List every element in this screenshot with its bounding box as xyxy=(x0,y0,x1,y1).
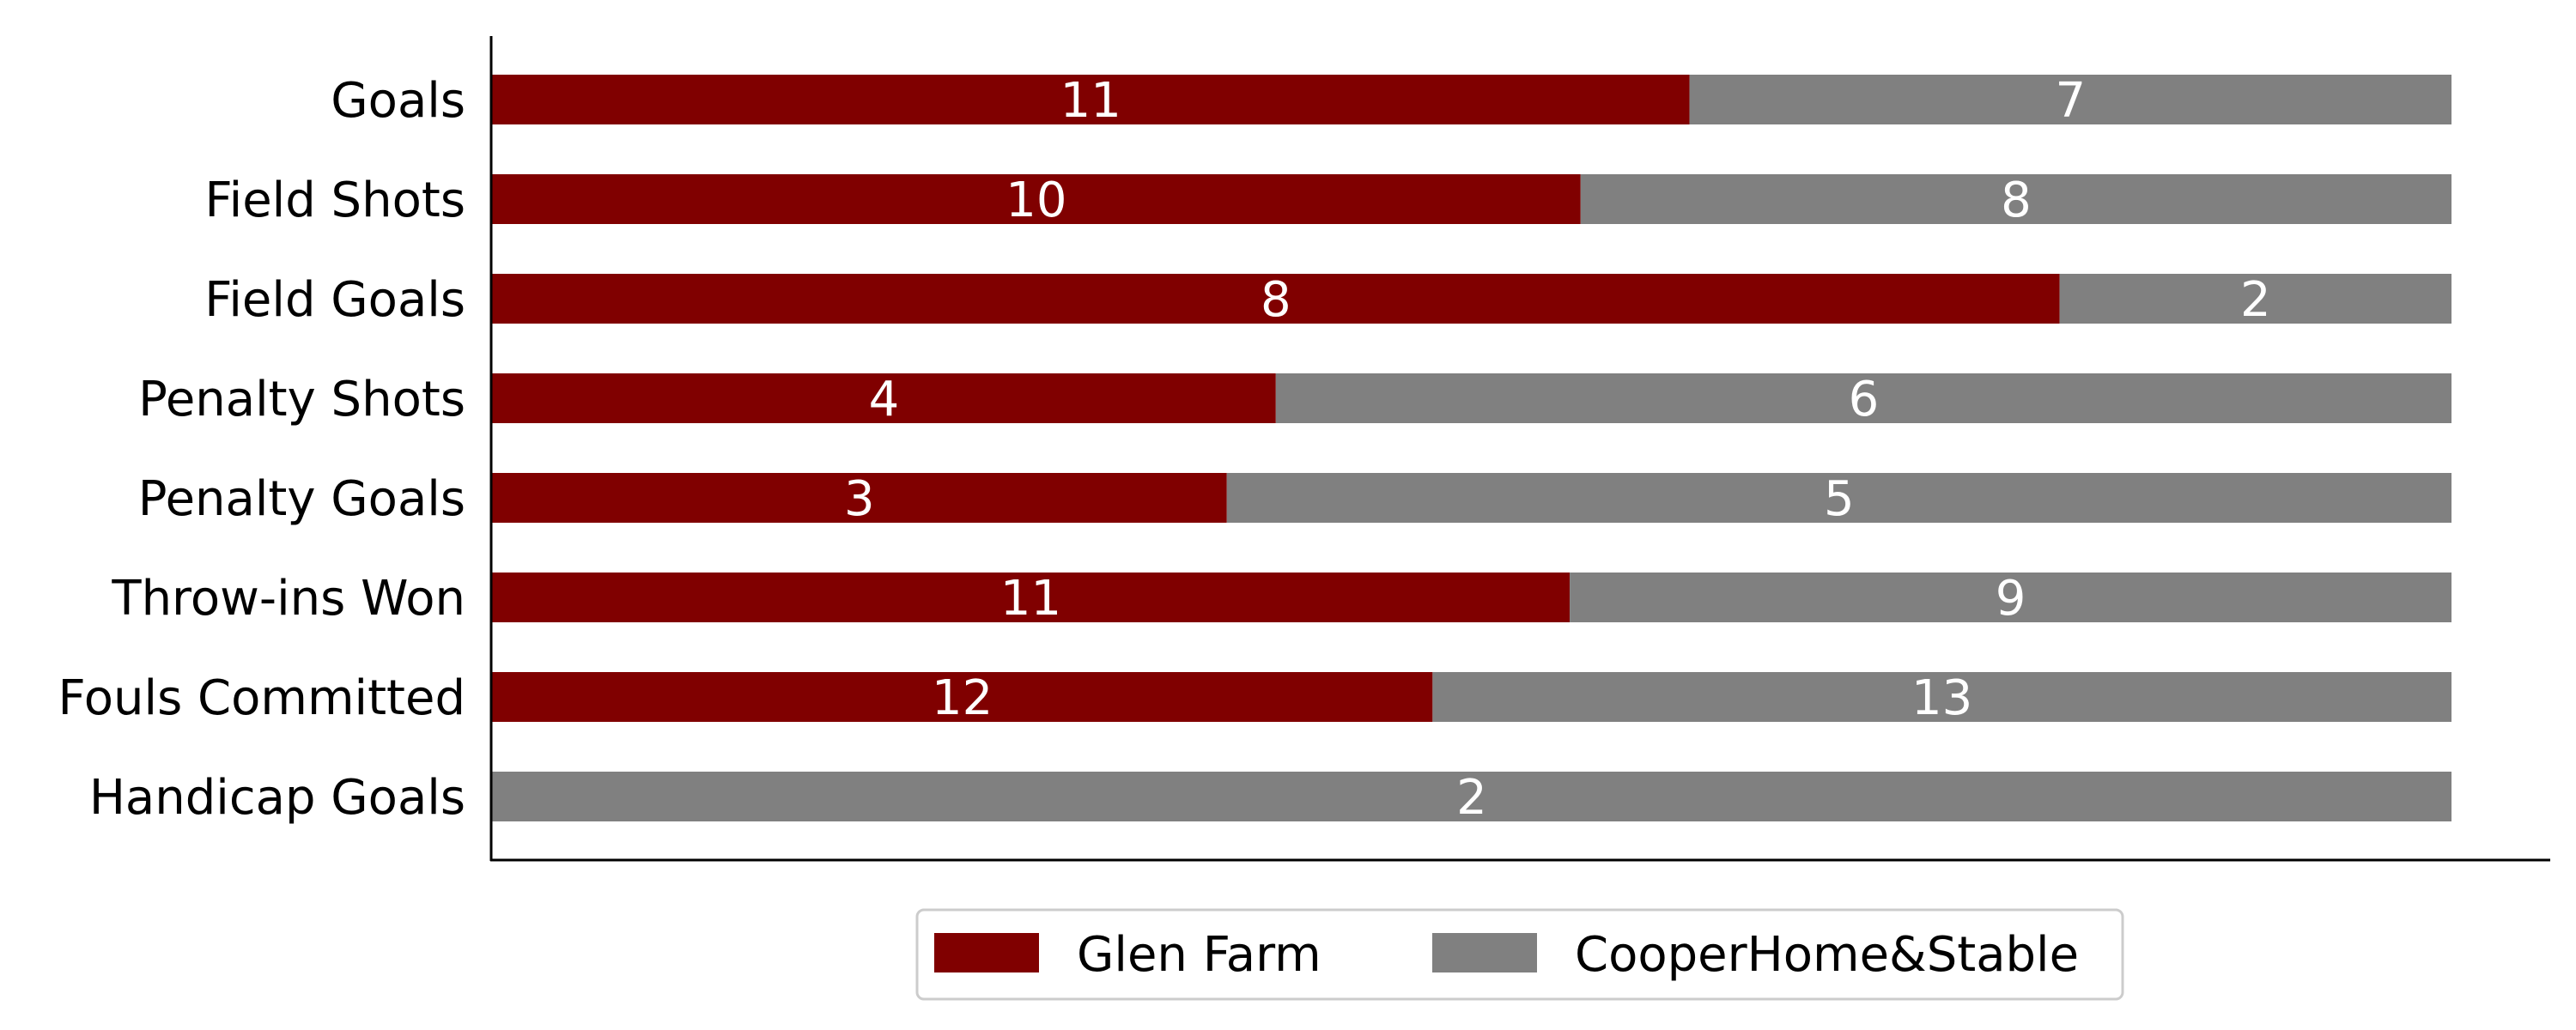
category-label-field-goals: Field Goals xyxy=(204,272,465,328)
bar-value-label-glen-farm-field-goals: 8 xyxy=(1261,272,1291,328)
category-label-fouls-committed: Fouls Committed xyxy=(58,670,465,726)
bar-value-label-glen-farm-goals: 11 xyxy=(1060,73,1121,129)
legend: Glen Farm CooperHome&Stable xyxy=(915,908,2124,1001)
legend-label-glen-farm: Glen Farm xyxy=(1077,927,1321,983)
bar-value-label-cooperhome-stable-penalty-goals: 5 xyxy=(1824,471,1855,527)
legend-label-cooper: CooperHome&Stable xyxy=(1575,927,2079,983)
bar-cooperhome-stable-field-goals xyxy=(2059,274,2451,324)
bar-value-label-cooperhome-stable-field-shots: 8 xyxy=(2001,173,2032,228)
category-label-penalty-goals: Penalty Goals xyxy=(138,471,465,527)
bar-value-label-cooperhome-stable-handicap-goals: 2 xyxy=(1456,770,1487,826)
axes-layer xyxy=(489,36,2550,862)
bar-cooperhome-stable-penalty-shots xyxy=(1275,373,2451,423)
bar-cooperhome-stable-handicap-goals xyxy=(492,772,2451,821)
bars-layer: 11 7 10 8 8 2 4 6 3 5 11 9 12 13 2 xyxy=(492,73,2451,826)
bar-cooperhome-stable-fouls-committed xyxy=(1432,672,2451,722)
legend-swatch-cooper xyxy=(1432,933,1537,972)
bar-glen-farm-field-goals xyxy=(492,274,2060,324)
bar-cooperhome-stable-field-shots xyxy=(1580,174,2451,224)
category-label-goals: Goals xyxy=(331,73,465,129)
bar-value-label-cooperhome-stable-throw-ins-won: 9 xyxy=(1996,571,2026,627)
bar-glen-farm-throw-ins-won xyxy=(492,573,1571,622)
category-labels-layer: Goals Field Shots Field Goals Penalty Shots… xyxy=(58,73,465,826)
bar-cooperhome-stable-goals xyxy=(1689,75,2451,124)
bar-glen-farm-field-shots xyxy=(492,174,1581,224)
bar-cooperhome-stable-penalty-goals xyxy=(1226,473,2451,523)
legend-swatch-glen-farm xyxy=(934,933,1039,972)
bar-value-label-cooperhome-stable-fouls-committed: 13 xyxy=(1911,670,1972,726)
bar-value-label-cooperhome-stable-penalty-shots: 6 xyxy=(1849,372,1880,427)
bar-value-label-glen-farm-penalty-goals: 3 xyxy=(844,471,875,527)
category-label-field-shots: Field Shots xyxy=(205,173,466,228)
category-label-handicap-goals: Handicap Goals xyxy=(89,770,465,826)
category-label-penalty-shots: Penalty Shots xyxy=(138,372,465,427)
bar-value-label-glen-farm-field-shots: 10 xyxy=(1005,173,1066,228)
bar-value-label-glen-farm-penalty-shots: 4 xyxy=(869,372,900,427)
bar-glen-farm-fouls-committed xyxy=(492,672,1433,722)
bar-glen-farm-penalty-shots xyxy=(492,373,1276,423)
bar-glen-farm-penalty-goals xyxy=(492,473,1227,523)
bar-glen-farm-goals xyxy=(492,75,1690,124)
bar-cooperhome-stable-throw-ins-won xyxy=(1570,573,2451,622)
bar-value-label-cooperhome-stable-goals: 7 xyxy=(2055,73,2086,129)
category-label-throw-ins-won: Throw-ins Won xyxy=(111,571,465,627)
bar-value-label-cooperhome-stable-field-goals: 2 xyxy=(2240,272,2271,328)
bar-value-label-glen-farm-throw-ins-won: 11 xyxy=(1000,571,1061,627)
bar-value-label-glen-farm-fouls-committed: 12 xyxy=(932,670,993,726)
